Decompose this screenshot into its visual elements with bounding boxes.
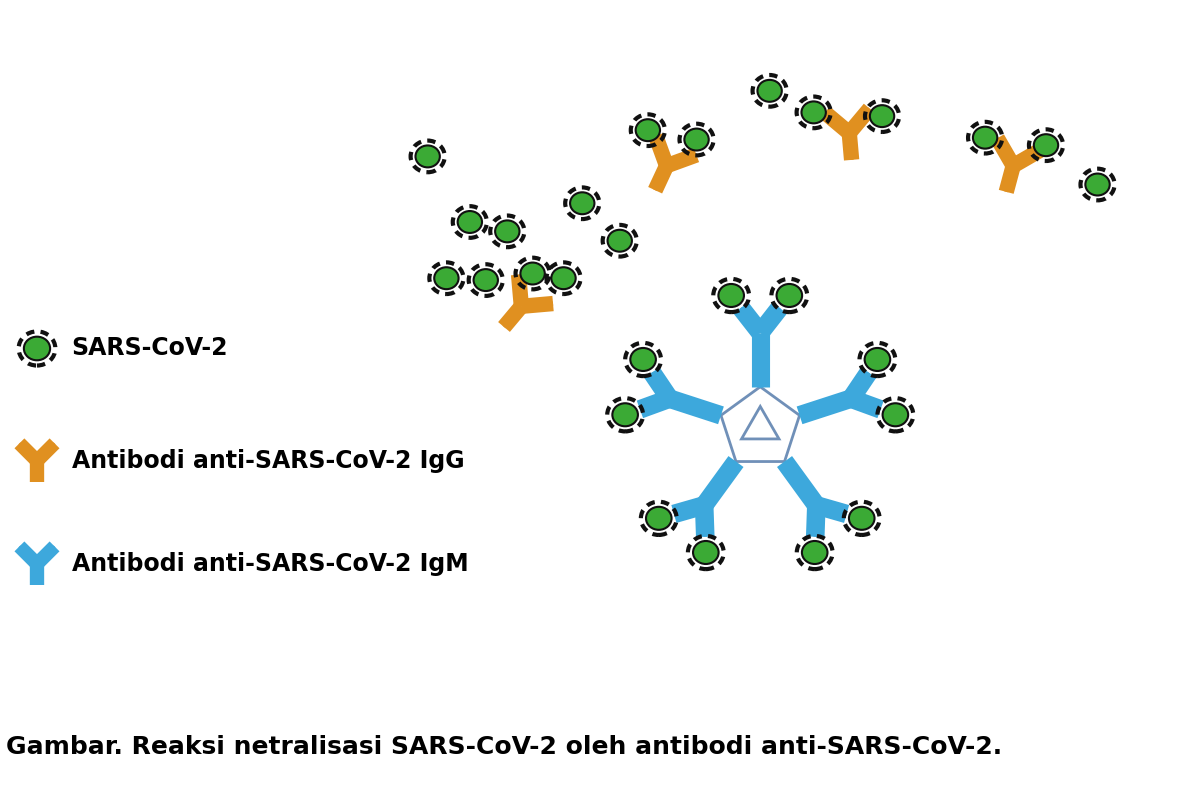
Ellipse shape [802, 541, 828, 564]
Ellipse shape [646, 507, 672, 530]
Ellipse shape [570, 192, 594, 214]
Text: Antibodi anti-SARS-CoV-2 IgM: Antibodi anti-SARS-CoV-2 IgM [72, 552, 468, 576]
Ellipse shape [607, 230, 632, 252]
Ellipse shape [1034, 134, 1058, 156]
Ellipse shape [415, 146, 440, 167]
Text: Gambar. Reaksi netralisasi SARS-CoV-2 oleh antibodi anti-SARS-CoV-2.: Gambar. Reaksi netralisasi SARS-CoV-2 ol… [6, 734, 1002, 758]
Ellipse shape [757, 80, 782, 102]
Ellipse shape [521, 262, 545, 285]
Ellipse shape [474, 269, 498, 291]
Ellipse shape [848, 507, 875, 530]
Ellipse shape [636, 119, 660, 141]
Ellipse shape [694, 541, 719, 564]
Ellipse shape [882, 403, 908, 426]
Ellipse shape [1085, 174, 1110, 195]
Ellipse shape [612, 403, 638, 426]
Ellipse shape [719, 284, 744, 307]
Ellipse shape [551, 267, 576, 289]
Ellipse shape [457, 211, 482, 233]
Ellipse shape [776, 284, 802, 307]
Ellipse shape [865, 348, 890, 371]
Ellipse shape [802, 102, 826, 123]
Ellipse shape [973, 126, 997, 149]
Ellipse shape [630, 348, 656, 371]
Ellipse shape [870, 105, 894, 127]
Text: Antibodi anti-SARS-CoV-2 IgG: Antibodi anti-SARS-CoV-2 IgG [72, 449, 464, 473]
Ellipse shape [24, 337, 50, 360]
Text: SARS-CoV-2: SARS-CoV-2 [72, 337, 228, 361]
Ellipse shape [496, 221, 520, 242]
Ellipse shape [684, 129, 709, 150]
Ellipse shape [434, 267, 458, 289]
